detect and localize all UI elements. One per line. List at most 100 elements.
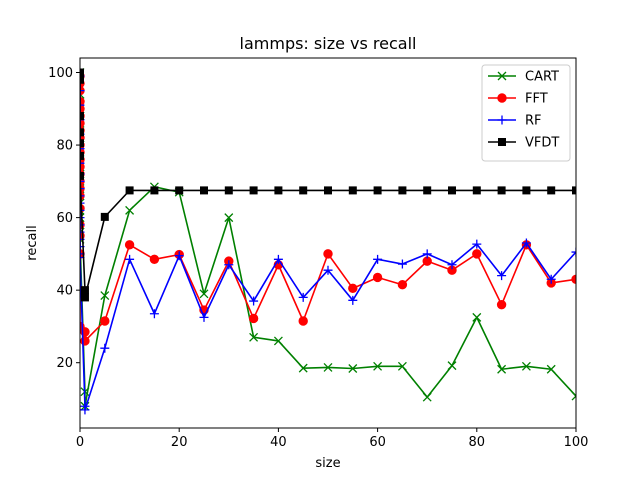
series-vfdt-point (200, 186, 208, 195)
series-vfdt-point (497, 186, 506, 195)
series-rf-point (80, 144, 85, 154)
legend-fft-entry: FFT (488, 92, 548, 107)
series-cart-point (125, 205, 135, 215)
series-cart-point (422, 392, 432, 402)
legend-vfdt-entry: VFDT (488, 136, 559, 151)
legend-box (481, 64, 571, 162)
axes-frame (79, 57, 577, 429)
series-cart-point (224, 213, 234, 223)
series-vfdt (80, 68, 576, 302)
series-cart-point (199, 289, 209, 299)
y-axis-title: recall (25, 225, 40, 260)
series-rf-point (80, 205, 85, 215)
series-cart-point (100, 291, 110, 301)
series-vfdt-point (373, 186, 382, 195)
series-rf-point (80, 213, 85, 223)
series-rf-point (323, 265, 333, 275)
series-vfdt-point (80, 75, 84, 84)
series-vfdt-point (80, 151, 84, 160)
series-rf-point (546, 274, 556, 284)
legend-rf-label: RF (525, 114, 542, 129)
y-tick-label: 100 (48, 66, 73, 81)
series-vfdt-point (100, 212, 109, 221)
y-tick-label: 20 (56, 356, 73, 371)
series-cart-point (323, 362, 333, 372)
y-tick-label: 40 (56, 284, 73, 299)
series-rf-point (497, 271, 507, 281)
series-vfdt-point (80, 293, 89, 302)
x-tick-label: 100 (564, 435, 589, 450)
series-vfdt-point (80, 286, 89, 295)
series-rf-point (472, 239, 482, 249)
series-vfdt-point (125, 186, 134, 195)
legend-cart-point (497, 71, 507, 81)
series-vfdt-point (150, 186, 159, 195)
series-fft-point (496, 299, 507, 310)
series-vfdt-point (448, 186, 456, 195)
series-cart-point (298, 363, 308, 373)
series-cart-point (497, 364, 507, 374)
series-fft-point (397, 280, 408, 290)
plot-area (80, 68, 576, 415)
series-vfdt-point (522, 186, 531, 195)
legend-cart-label: CART (525, 70, 559, 85)
series-rf-point (80, 158, 85, 168)
series-cart-point (472, 312, 482, 322)
series-cart-point (348, 364, 358, 373)
x-axis: 0 20 40 60 80 100 (76, 428, 589, 450)
y-tick-label: 60 (56, 211, 73, 226)
series-vfdt-point (324, 186, 332, 195)
legend: CART FFT RF VFDT (481, 64, 571, 162)
series-rf-point (80, 86, 85, 96)
series-vfdt-point (572, 186, 576, 195)
series-vfdt-point (80, 128, 84, 137)
x-tick-label: 40 (270, 435, 287, 450)
series-fft-point (248, 313, 259, 324)
series-rf-point (298, 292, 308, 302)
series-fft-point (323, 249, 333, 259)
series-cart-point (571, 391, 576, 401)
series-rf-point (348, 295, 358, 305)
series-rf-point (80, 191, 85, 201)
legend-rf-entry: RF (488, 114, 542, 129)
series-fft-point (372, 272, 383, 283)
series-layer (80, 68, 576, 415)
legend-vfdt-label: VFDT (525, 136, 559, 151)
series-fft-point (149, 254, 160, 265)
series-fft-point (124, 240, 135, 250)
series-rf-point (149, 309, 159, 319)
series-rf-point (422, 249, 432, 259)
chart-title: lammps: size vs recall (240, 34, 417, 53)
legend-fft-label: FFT (525, 92, 548, 107)
series-rf-point (80, 184, 85, 194)
series-rf-point (174, 251, 184, 261)
series-vfdt-point (299, 186, 308, 195)
series-rf-point (100, 343, 110, 353)
series-rf-point (80, 176, 85, 186)
series-vfdt-point (398, 186, 407, 195)
legend-fft-point (497, 93, 507, 103)
y-tick-label: 80 (56, 139, 73, 154)
series-vfdt-point (547, 186, 556, 195)
series-rf-point (80, 220, 85, 230)
series-vfdt-point (80, 68, 84, 77)
series-rf-point (199, 312, 209, 322)
series-vfdt-point (175, 186, 184, 195)
series-rf-point (273, 254, 283, 264)
x-axis-title: size (315, 456, 340, 471)
series-rf-point (80, 100, 85, 110)
series-vfdt-point (80, 112, 84, 121)
series-rf-point (80, 198, 85, 208)
series-vfdt-point (249, 186, 258, 195)
series-cart-point (273, 336, 283, 346)
series-vfdt-point (348, 186, 357, 195)
series-fft-line (80, 76, 576, 342)
series-cart-line (80, 72, 576, 408)
x-tick-label: 80 (469, 435, 486, 450)
series-vfdt-point (423, 186, 432, 195)
legend-rf-point (497, 115, 507, 125)
series-fft-point (298, 316, 308, 326)
x-tick-label: 0 (76, 435, 84, 450)
series-rf-point (80, 405, 90, 415)
